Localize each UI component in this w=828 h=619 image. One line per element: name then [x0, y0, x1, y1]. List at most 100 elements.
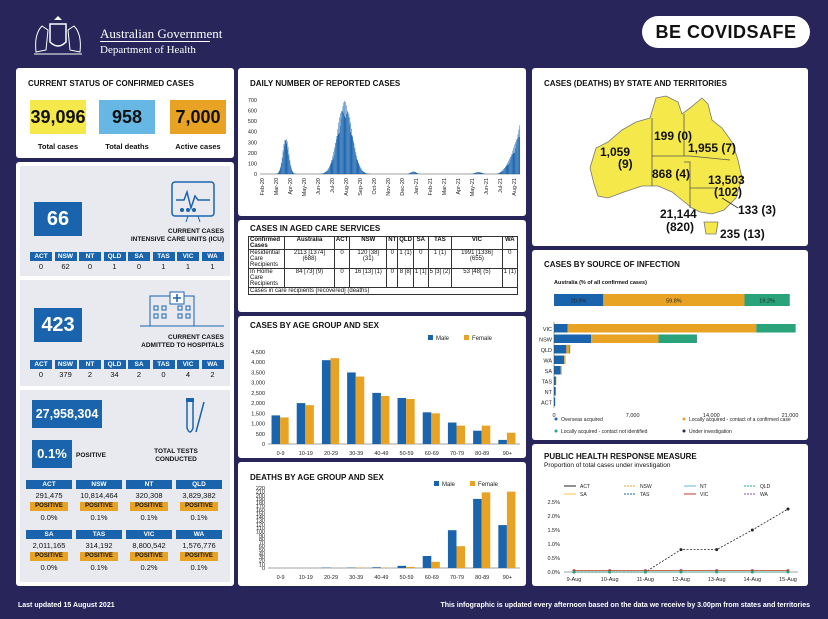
- daily-bar: [292, 172, 293, 174]
- deaths-by-age-chart: 0102030405060708090100110120130140150160…: [256, 481, 520, 581]
- legend-label: ACT: [580, 484, 590, 490]
- daily-bar: [328, 168, 330, 174]
- legend-dot: [554, 429, 558, 433]
- source-bar: [554, 334, 592, 343]
- daily-bar: [499, 172, 500, 174]
- female-bar: [481, 425, 491, 444]
- state-label: QLD: [103, 252, 126, 261]
- daily-bar: [364, 172, 365, 174]
- x-tick: 0-9: [277, 575, 285, 581]
- table-cell: 0: [412, 249, 429, 269]
- daily-bar: [358, 164, 360, 174]
- male-bar: [447, 530, 457, 568]
- daily-bar: [338, 122, 339, 174]
- daily-bar: [502, 170, 503, 174]
- australia-segment: [744, 294, 790, 306]
- daily-bar: [278, 172, 279, 174]
- daily-bar: [482, 173, 484, 174]
- daily-bar: [329, 166, 330, 174]
- y-tick: 40: [259, 551, 265, 557]
- daily-bar: [334, 149, 336, 174]
- daily-bar: [292, 170, 293, 174]
- x-tick: 90+: [503, 575, 512, 581]
- daily-bar: [356, 156, 358, 174]
- daily-bar: [509, 160, 511, 174]
- icu-value: 66: [34, 202, 82, 236]
- tas-label: 235 (13): [720, 227, 765, 241]
- x-tick: Apr-20: [288, 178, 294, 195]
- daily-bar: [333, 154, 335, 174]
- act-label: 133 (3): [738, 203, 776, 217]
- daily-bar: [509, 158, 510, 174]
- daily-bar: [481, 172, 482, 174]
- daily-bar: [503, 169, 504, 174]
- table-cell: 0: [333, 268, 351, 288]
- male-bar: [422, 556, 432, 568]
- source-bar: [554, 355, 565, 364]
- female-bar: [506, 491, 516, 568]
- x-tick: Jul-21: [498, 178, 504, 193]
- x-tick: 60-69: [425, 575, 439, 581]
- daily-bar: [323, 173, 324, 174]
- legend-dot: [682, 417, 686, 421]
- y-tick: 190: [256, 497, 265, 503]
- daily-bar: [476, 172, 478, 174]
- x-tick: 40-49: [374, 451, 388, 457]
- state-positive-pct: 0.1%: [190, 563, 208, 572]
- x-tick: 12-Aug: [672, 577, 690, 583]
- daily-bar: [337, 136, 338, 174]
- status-panel: CURRENT STATUS OF CONFIRMED CASES 39,096…: [16, 68, 234, 158]
- source-bar: [564, 355, 565, 364]
- daily-bar: [415, 172, 417, 174]
- daily-bar: [347, 112, 349, 174]
- state-value: 2: [87, 370, 93, 379]
- x-tick: Jul-20: [330, 178, 336, 193]
- header-cell: QLD: [397, 236, 414, 250]
- wa-label-deaths: (9): [618, 157, 633, 171]
- x-tick: Aug-21: [512, 178, 518, 196]
- daily-bar: [512, 150, 514, 174]
- daily-bar: [338, 133, 340, 174]
- daily-bar: [279, 168, 281, 174]
- tasmania-shape: [703, 221, 719, 235]
- source-of-infection-chart: 20.9% 59.8% 19.2% VIC NSW QLD WA SA TAS NT ACT 0 7,0…: [539, 294, 798, 435]
- daily-bar: [500, 171, 502, 174]
- daily-bar: [279, 171, 280, 174]
- x-tick: Sep-20: [358, 178, 364, 196]
- legend-label: SA: [580, 492, 587, 498]
- source-bar: [554, 345, 567, 354]
- state-label: SA: [128, 252, 150, 261]
- daily-bar: [507, 162, 508, 174]
- state-label: TAS: [542, 380, 553, 386]
- x-tick: Mar-20: [274, 178, 280, 195]
- state-label: VIC: [177, 360, 199, 369]
- daily-bar: [513, 153, 514, 174]
- y-tick: 0: [262, 566, 265, 572]
- be-covidsafe-button[interactable]: BE COVIDSAFE: [642, 16, 810, 48]
- segment-label: 19.2%: [759, 299, 775, 305]
- icu-caption-2: INTENSIVE CARE UNITS (ICU): [130, 236, 224, 243]
- legend-label: Locally acquired - contact not identifie…: [561, 429, 648, 435]
- daily-bar: [473, 173, 475, 174]
- state-label: WA: [201, 360, 224, 369]
- y-tick: 500: [256, 432, 265, 438]
- state-label: QLD: [176, 480, 222, 489]
- daily-bar: [290, 164, 291, 174]
- daily-bar: [416, 172, 417, 174]
- daily-bar: [284, 145, 285, 174]
- table-cell: 5 [3] (2): [427, 268, 453, 288]
- total-cases-label: Total cases: [37, 142, 79, 151]
- state-label: ACT: [30, 360, 52, 369]
- x-tick: 30-39: [349, 575, 363, 581]
- daily-bar: [416, 173, 418, 174]
- daily-bar: [337, 129, 339, 174]
- daily-bar: [515, 141, 516, 174]
- daily-bar: [477, 172, 478, 174]
- table-cell: 84 [73] (9): [284, 268, 335, 288]
- table-cell: 0: [501, 249, 519, 269]
- state-label: SA: [128, 360, 150, 369]
- state-value: 0: [38, 370, 44, 379]
- legend-label: QLD: [760, 484, 771, 490]
- source-bar: [658, 334, 697, 343]
- legend-female-swatch: [464, 335, 469, 340]
